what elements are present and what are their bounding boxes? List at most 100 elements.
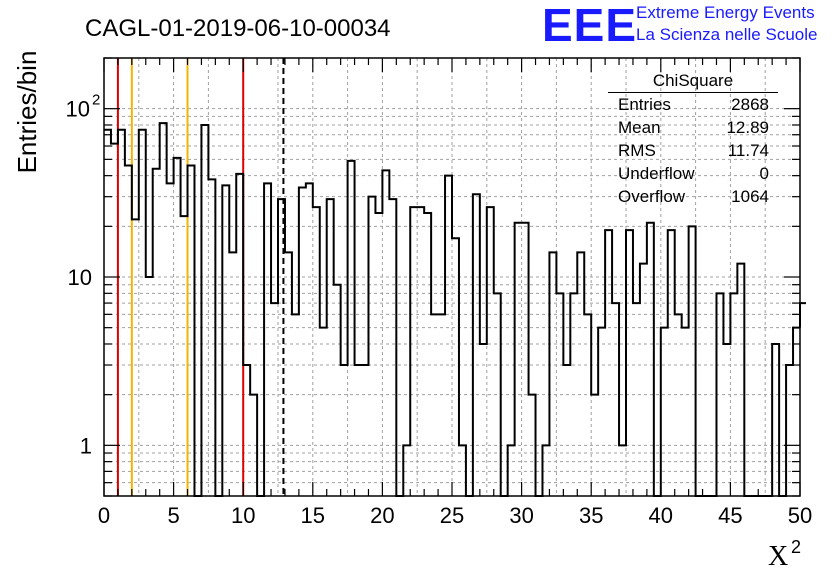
- histogram-bin: [563, 365, 570, 496]
- x-tick-label: 50: [788, 503, 812, 528]
- histogram-bin: [793, 328, 800, 496]
- histogram-bin: [549, 252, 556, 496]
- histogram-bin: [522, 223, 529, 496]
- stats-row-label: RMS: [618, 141, 656, 160]
- histogram-bin: [104, 130, 111, 496]
- histogram-bin: [341, 365, 348, 496]
- histogram-bin: [689, 226, 696, 496]
- histogram-bin: [201, 125, 208, 496]
- histogram-bin: [661, 328, 668, 496]
- eee-logo: EEE Extreme Energy Events La Scienza nel…: [542, 0, 817, 51]
- stats-row-label: Mean: [618, 118, 661, 137]
- histogram-bin: [647, 223, 654, 496]
- chart-title: CAGL-01-2019-06-10-00034: [85, 15, 391, 42]
- stats-row-label: Underflow: [618, 164, 695, 183]
- histogram-bin: [153, 169, 160, 496]
- histogram-bin: [125, 165, 132, 496]
- histogram-bin: [208, 179, 215, 496]
- histogram-bin: [236, 174, 243, 496]
- histogram-bin: [438, 314, 445, 496]
- x-tick-label: 10: [231, 503, 255, 528]
- histogram-bin: [306, 183, 313, 496]
- x-tick-label: 5: [167, 503, 179, 528]
- histogram-bin: [334, 285, 341, 496]
- stats-row-value: 12.89: [726, 118, 769, 137]
- x-axis-label-text: X: [768, 541, 788, 572]
- x-tick-label: 45: [718, 503, 742, 528]
- histogram-bin: [271, 303, 278, 496]
- histogram-bin: [327, 199, 334, 496]
- stats-row-label: Entries: [618, 95, 671, 114]
- histogram-bin: [612, 303, 619, 496]
- stats-title: ChiSquare: [653, 71, 733, 90]
- histogram-bin: [668, 230, 675, 496]
- histogram-bin: [355, 365, 362, 496]
- x-axis-label-superscript: 2: [791, 537, 801, 557]
- histogram-tail-bin: [799, 302, 806, 328]
- histogram-outline: [104, 122, 800, 497]
- x-tick-label: 30: [509, 503, 533, 528]
- stats-row-label: Overflow: [618, 187, 686, 206]
- histogram-bin: [132, 219, 139, 496]
- histogram-bin: [292, 314, 299, 496]
- histogram-bin: [160, 123, 167, 496]
- eee-logo-text: EEE: [542, 0, 637, 51]
- histogram-bin: [320, 328, 327, 496]
- histogram-bin: [473, 194, 480, 496]
- x-axis-label: X 2: [768, 537, 801, 572]
- histogram-bin: [368, 197, 375, 496]
- histogram-bin: [577, 252, 584, 496]
- x-tick-label: 25: [440, 503, 464, 528]
- histogram-bin: [515, 223, 522, 496]
- histogram-bin: [772, 344, 779, 496]
- histogram-bin: [167, 183, 174, 496]
- histogram-bin: [431, 314, 438, 496]
- y-tick-label: 10: [66, 97, 90, 122]
- histogram-bin: [382, 170, 389, 496]
- histogram-bin: [146, 277, 153, 496]
- histogram-bin: [682, 328, 689, 496]
- histogram-bin: [480, 344, 487, 496]
- x-tick-label: 40: [649, 503, 673, 528]
- histogram-bin: [445, 176, 452, 496]
- histogram-bin: [222, 185, 229, 496]
- histogram-bin: [188, 165, 195, 496]
- histogram-bin: [285, 252, 292, 496]
- x-tick-label: 0: [98, 503, 110, 528]
- histogram-bin: [424, 213, 431, 496]
- histogram-bin: [118, 130, 125, 496]
- histogram-bin: [605, 230, 612, 496]
- stats-row-value: 1064: [731, 187, 769, 206]
- histogram-bin: [584, 314, 591, 496]
- histogram-bin: [299, 188, 306, 496]
- stats-box: ChiSquare Entries 2868 Mean 12.89 RMS 11.74 Un…: [608, 71, 778, 206]
- histogram-bin: [389, 199, 396, 496]
- eee-logo-line1: Extreme Energy Events: [636, 3, 815, 22]
- histogram-bin: [723, 344, 730, 496]
- histogram-bin: [139, 130, 146, 496]
- histogram-bins: [104, 122, 806, 497]
- histogram-bin: [626, 230, 633, 496]
- histogram-bin: [362, 365, 369, 496]
- stats-row-value: 11.74: [728, 141, 769, 160]
- histogram-bin: [633, 303, 640, 496]
- eee-logo-line2: La Scienza nelle Scuole: [636, 25, 817, 44]
- x-tick-label: 15: [301, 503, 325, 528]
- y-tick-label: 1: [80, 433, 92, 458]
- y-tick-label: 10: [68, 265, 92, 290]
- histogram-bin: [375, 213, 382, 496]
- histogram-bin: [675, 314, 682, 496]
- histogram-bin: [598, 328, 605, 496]
- histogram-bin: [786, 365, 793, 496]
- stats-row-value: 0: [760, 164, 769, 183]
- y-axis-label: Entries/bin: [12, 51, 42, 174]
- y-tick-exponent: 2: [92, 92, 100, 109]
- histogram-bin: [181, 216, 188, 496]
- histogram-bin: [264, 183, 271, 496]
- x-tick-label: 35: [579, 503, 603, 528]
- histogram-bin: [229, 252, 236, 496]
- x-tick-label: 20: [370, 503, 394, 528]
- stats-row-value: 2868: [731, 95, 769, 114]
